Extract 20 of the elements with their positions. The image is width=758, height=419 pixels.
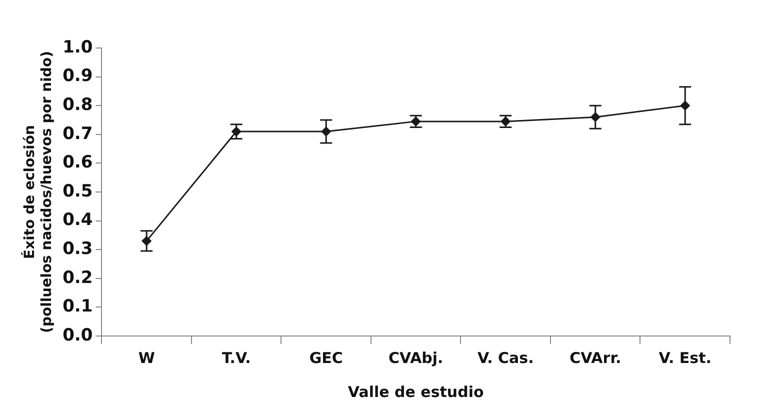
y-tick-label: 0.3: [62, 239, 93, 260]
x-tick-label: V. Cas.: [477, 348, 534, 367]
y-tick-label: 0.2: [62, 268, 93, 288]
x-tick-label: W: [138, 348, 156, 367]
x-axis-title: Valle de estudio: [348, 382, 484, 401]
x-tick-label: GEC: [309, 348, 343, 367]
y-tick-label: 0.9: [62, 66, 93, 86]
y-tick-label: 0.6: [62, 152, 93, 173]
y-tick-label: 0.1: [62, 296, 93, 317]
x-tick-label: V. Est.: [658, 348, 712, 367]
x-tick-label: CVArr.: [570, 348, 622, 367]
y-tick-label: 1.0: [62, 37, 93, 58]
y-tick-label: 0.5: [62, 181, 93, 202]
x-tick-label: T.V.: [222, 348, 251, 367]
y-tick-label: 0.8: [62, 95, 93, 116]
y-tick-label: 0.0: [62, 325, 93, 346]
y-axis-title: Éxito de eclosión (polluelos nacidos/huevos por nido): [21, 51, 55, 333]
x-tick-label: CVAbj.: [388, 348, 444, 367]
y-tick-label: 0.4: [62, 210, 93, 230]
y-tick-label: 0.7: [62, 124, 93, 144]
